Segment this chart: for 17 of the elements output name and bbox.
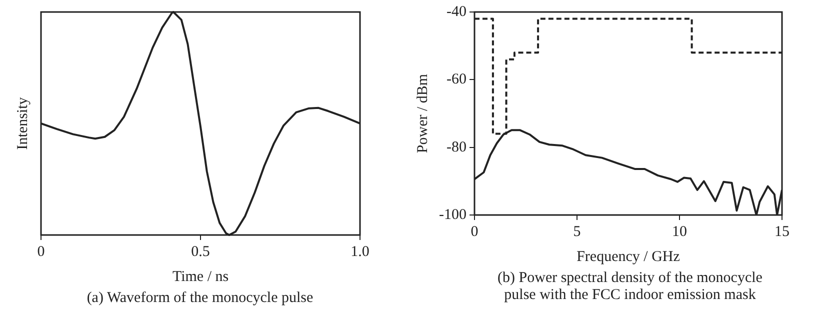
- x-tick-label: 0: [37, 244, 45, 260]
- x-tick-label: 0: [470, 224, 478, 240]
- text: (a) Waveform of the monocycle pulse: [86, 290, 314, 307]
- x-axis-title: Frequency / GHz: [576, 248, 680, 265]
- y-axis-title: Power / dBm: [414, 74, 431, 154]
- y-tick-label: -40: [446, 4, 466, 20]
- y-axis-title: Intensity: [14, 96, 31, 150]
- y-tick-label: -80: [446, 139, 466, 156]
- x-tick-label: 1.0: [350, 244, 370, 260]
- x-tick-label: 15: [774, 224, 790, 240]
- y-tick-label: -60: [446, 72, 466, 88]
- x-tick-label: 5: [573, 224, 581, 240]
- y-tick-label: -100: [438, 206, 466, 223]
- x-axis-title: Time / ns: [172, 268, 229, 285]
- text: (b) Power spectral density of the monocycle pulse with the FCC indoor emission mask: [496, 270, 764, 304]
- x-tick-label: 0.5: [191, 244, 210, 260]
- x-tick-label: 10: [672, 224, 687, 240]
